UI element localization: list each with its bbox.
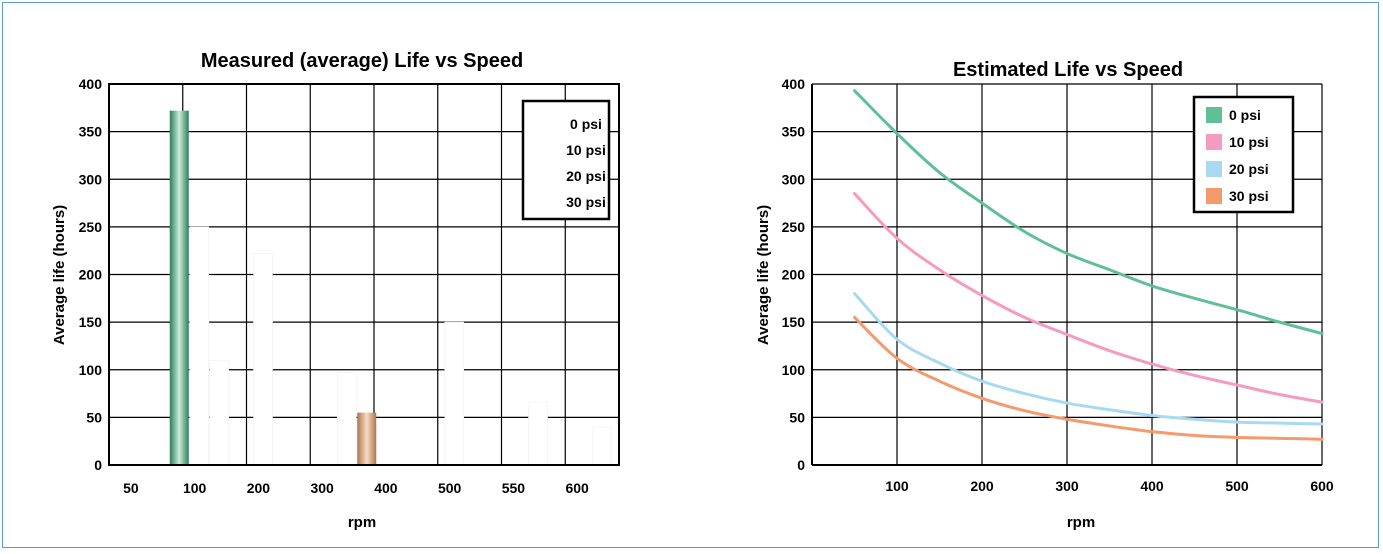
y-tick-labels: 0 50 100 150 200 250 300 350 400 [782, 76, 806, 473]
bar-30-psi-300 [357, 412, 377, 465]
bar-10-psi-500 [444, 321, 465, 466]
measured-life-chart: Measured (average) Life vs Speed 0 50 100 1… [51, 50, 620, 531]
x-tick-label: 100 [885, 478, 909, 494]
y-tick-labels: 0 50 100 150 200 250 300 350 400 [79, 76, 103, 473]
x-tick-label: 200 [970, 478, 994, 494]
legend-swatch [1206, 188, 1222, 204]
x-tick-label: 500 [1225, 478, 1249, 494]
y-tick-label: 200 [782, 267, 806, 283]
x-tick-label: 400 [374, 480, 398, 496]
legend-label: 20 psi [1229, 161, 1269, 177]
bar-10-psi-100 [189, 226, 210, 466]
chart-title: Estimated Life vs Speed [953, 59, 1183, 81]
y-tick-label: 150 [79, 314, 103, 330]
x-tick-labels: 100 200 300 400 500 600 [885, 478, 1334, 494]
legend-swatch [1206, 161, 1222, 177]
y-tick-label: 0 [94, 457, 102, 473]
curve-20-psi [853, 292, 1324, 426]
estimated-life-chart: Estimated Life vs Speed 0 50 100 150 200 250 3… [755, 59, 1334, 531]
y-tick-label: 100 [79, 362, 103, 378]
y-tick-label: 0 [797, 457, 805, 473]
y-tick-label: 400 [782, 76, 806, 92]
legend-box [521, 99, 611, 221]
y-tick-label: 300 [782, 171, 806, 187]
legend-label: 10 psi [1229, 134, 1269, 150]
y-tick-label: 150 [782, 314, 806, 330]
chart-title: Measured (average) Life vs Speed [201, 50, 523, 72]
bars [169, 110, 612, 466]
legend-label: 10 psi [566, 142, 606, 158]
bar-0-psi-100 [169, 110, 189, 466]
x-tick-label: 600 [565, 480, 589, 496]
x-tick-label: 200 [247, 480, 271, 496]
curve-30-psi [853, 315, 1324, 441]
x-tick-labels: 50 100 200 300 400 500 550 600 [123, 480, 589, 496]
x-axis-label: rpm [1067, 514, 1095, 531]
legend-swatch [1206, 107, 1222, 123]
y-tick-label: 350 [79, 124, 103, 140]
y-tick-label: 50 [86, 409, 102, 425]
legend-label: 20 psi [566, 168, 606, 184]
plot-frame [108, 83, 620, 466]
curve-0-psi [853, 89, 1324, 336]
x-axis-label: rpm [348, 514, 376, 531]
x-tick-label: 550 [502, 480, 526, 496]
x-tick-label: 300 [1055, 478, 1079, 494]
x-tick-label: 400 [1140, 478, 1164, 494]
y-axis-label: Average life (hours) [755, 205, 772, 345]
x-tick-label: 500 [438, 480, 462, 496]
y-tick-label: 400 [79, 76, 103, 92]
bar-10-psi-200 [253, 253, 273, 466]
y-tick-label: 250 [782, 219, 806, 235]
x-tick-label: 300 [310, 480, 334, 496]
y-axis-label: Average life (hours) [51, 205, 68, 345]
x-tick-label: 100 [183, 480, 207, 496]
legend-label: 0 psi [1229, 107, 1261, 123]
x-tick-label: 50 [123, 480, 139, 496]
bar-20-psi-300 [336, 372, 357, 466]
legend-label: 0 psi [570, 116, 602, 132]
y-tick-label: 100 [782, 362, 806, 378]
bar-20-psi-100 [209, 359, 230, 466]
legend-swatch [1206, 134, 1222, 150]
y-tick-label: 50 [789, 409, 805, 425]
y-tick-label: 300 [79, 171, 103, 187]
y-tick-label: 200 [79, 267, 103, 283]
y-tick-label: 350 [782, 124, 806, 140]
x-tick-label: 600 [1310, 478, 1334, 494]
bar-20-psi-600 [591, 426, 612, 466]
legend: 0 psi 10 psi 20 psi 30 psi [1192, 95, 1295, 214]
legend-label: 30 psi [1229, 188, 1269, 204]
figure-canvas: Measured (average) Life vs Speed 0501001… [51, 50, 1334, 531]
legend-label: 30 psi [566, 194, 606, 210]
curve-10-psi [853, 192, 1324, 404]
legend: 0 psi 10 psi 20 psi 30 psi [521, 99, 611, 221]
y-tick-label: 250 [79, 219, 103, 235]
bar-20-psi-550 [528, 401, 548, 466]
curves [853, 89, 1324, 441]
